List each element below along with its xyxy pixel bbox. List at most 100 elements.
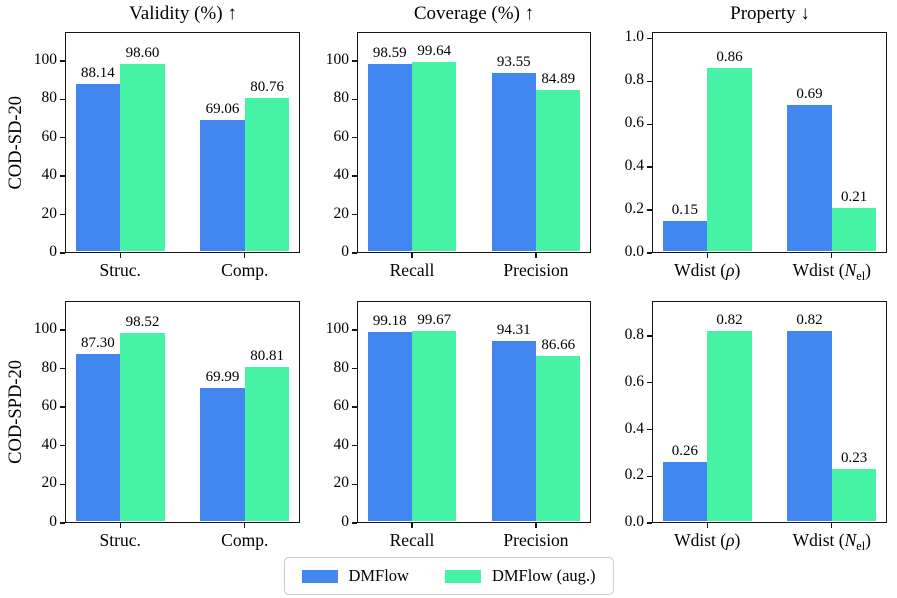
bar-dmflow-1 (491, 73, 536, 252)
bar-value-label: 0.21 (840, 188, 868, 205)
ytick-mark (647, 475, 652, 477)
plot-area-3 (65, 301, 300, 523)
bar-dmflow-1 (787, 331, 832, 522)
ytick-label: 60 (41, 397, 58, 415)
ytick-label: 40 (333, 166, 350, 184)
bar-dmflow--aug---0 (120, 63, 165, 252)
ytick-label: 20 (333, 204, 350, 222)
bar-dmflow--aug---1 (831, 207, 877, 252)
bar-value-label: 99.67 (417, 311, 452, 328)
ytick-mark (60, 483, 65, 486)
bar-value-label: 86.66 (541, 336, 576, 353)
bar-dmflow--aug---1 (831, 469, 877, 522)
xtick-mark (119, 523, 121, 528)
bar-value-label: 0.82 (716, 312, 743, 329)
ytick-label: 20 (41, 474, 58, 492)
ytick-mark (60, 98, 65, 100)
ytick-mark (60, 136, 65, 139)
ytick-label: 80 (41, 358, 58, 376)
ytick-label: 80 (333, 358, 350, 376)
legend-item-dmflow-aug: DMFlow (aug.) (444, 566, 596, 586)
ytick-label: 100 (33, 50, 57, 68)
ytick-mark (352, 98, 357, 100)
ytick-label: 20 (41, 204, 58, 222)
ytick-mark (647, 335, 652, 337)
xtick-label: Wdist (Nel) (793, 530, 871, 553)
ytick-mark (60, 175, 65, 177)
xtick-label-part: Wdist ( (674, 260, 727, 280)
xtick-mark (244, 523, 246, 528)
xtick-mark (535, 253, 537, 258)
chart-title-validity: Validity (%) ↑ (129, 3, 237, 24)
xtick-label: Struc. (99, 530, 141, 550)
bar-value-label: 99.64 (417, 42, 452, 59)
ytick-mark (352, 445, 357, 447)
ytick-mark (60, 252, 65, 254)
xtick-label-part: ρ (726, 260, 735, 280)
bar-value-label: 69.99 (205, 368, 240, 385)
ytick-label: 0 (49, 243, 57, 260)
bar-value-label: 84.89 (541, 70, 576, 87)
xtick-label: Wdist (ρ) (674, 260, 740, 280)
ytick-mark (60, 522, 65, 524)
ytick-mark (647, 252, 652, 254)
ytick-mark (647, 166, 652, 168)
ytick-mark (352, 406, 357, 408)
bar-dmflow--aug---0 (707, 68, 752, 252)
plot-area-5 (652, 301, 887, 523)
ytick-mark (60, 445, 65, 447)
chart-title-property: Property ↓ (730, 3, 810, 24)
ytick-label: 60 (41, 127, 58, 145)
legend: DMFlow DMFlow (aug.) (283, 557, 614, 595)
ytick-mark (352, 252, 357, 254)
ytick-label: 40 (41, 435, 58, 453)
plot-area-4 (357, 301, 591, 523)
ytick-mark (352, 213, 357, 216)
bar-dmflow--aug---0 (707, 331, 752, 522)
bar-dmflow-0 (662, 462, 708, 522)
xtick-label-part: ) (865, 260, 871, 280)
xtick-mark (706, 523, 708, 528)
xtick-mark (411, 253, 413, 258)
ytick-label: 100 (325, 50, 349, 68)
ytick-label: 0 (341, 243, 349, 260)
ytick-mark (60, 406, 65, 408)
legend-swatch-dmflow-aug (444, 569, 481, 583)
legend-item-dmflow: DMFlow (301, 566, 409, 586)
bar-value-label: 98.59 (372, 44, 407, 61)
bar-value-label: 0.69 (796, 85, 823, 102)
xtick-label-part: ) (734, 530, 741, 550)
ytick-label: 40 (41, 166, 58, 184)
ytick-label: 60 (333, 127, 350, 145)
xtick-label: Precision (503, 260, 569, 280)
bar-value-label: 80.81 (250, 348, 284, 364)
ytick-label: 100 (325, 319, 349, 337)
bar-value-label: 93.55 (496, 54, 531, 71)
xtick-label-part: el (856, 268, 866, 283)
bar-dmflow--aug---0 (411, 61, 457, 252)
ytick-label: 0 (341, 513, 349, 530)
xtick-mark (831, 253, 833, 258)
bar-value-label: 69.06 (205, 101, 240, 118)
bar-value-label: 99.18 (372, 312, 407, 329)
xtick-label-part: ) (734, 260, 741, 280)
bar-dmflow-0 (367, 331, 412, 522)
ytick-label: 0.2 (624, 200, 644, 218)
xtick-label-part: ρ (726, 530, 735, 550)
ytick-label: 0.2 (624, 466, 644, 484)
chart-title-coverage: Coverage (%) ↑ (413, 3, 535, 24)
ytick-label: 0.0 (624, 513, 644, 530)
ytick-label: 0.6 (624, 372, 644, 390)
xtick-label: Wdist (Nel) (793, 260, 871, 283)
ytick-label: 100 (33, 319, 57, 337)
ytick-mark (60, 60, 65, 62)
xtick-label-part: Wdist ( (674, 530, 727, 550)
xtick-label: Comp. (221, 530, 269, 550)
xtick-label: Precision (503, 530, 569, 550)
ytick-label: 0.4 (624, 157, 644, 175)
xtick-label: Struc. (99, 260, 141, 280)
bar-dmflow-0 (662, 220, 708, 252)
xtick-label: Recall (389, 530, 435, 550)
bar-value-label: 0.82 (796, 312, 823, 329)
